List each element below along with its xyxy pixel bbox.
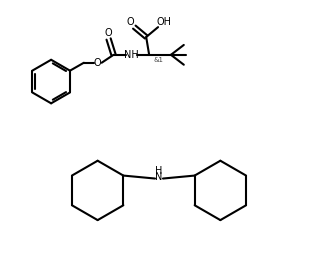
Text: NH: NH	[124, 50, 139, 60]
Text: N: N	[155, 172, 163, 182]
Text: &1: &1	[153, 57, 163, 63]
Text: O: O	[94, 58, 101, 68]
Text: OH: OH	[157, 17, 172, 27]
Text: H: H	[155, 166, 163, 176]
Text: O: O	[105, 28, 112, 38]
Text: O: O	[127, 17, 134, 27]
